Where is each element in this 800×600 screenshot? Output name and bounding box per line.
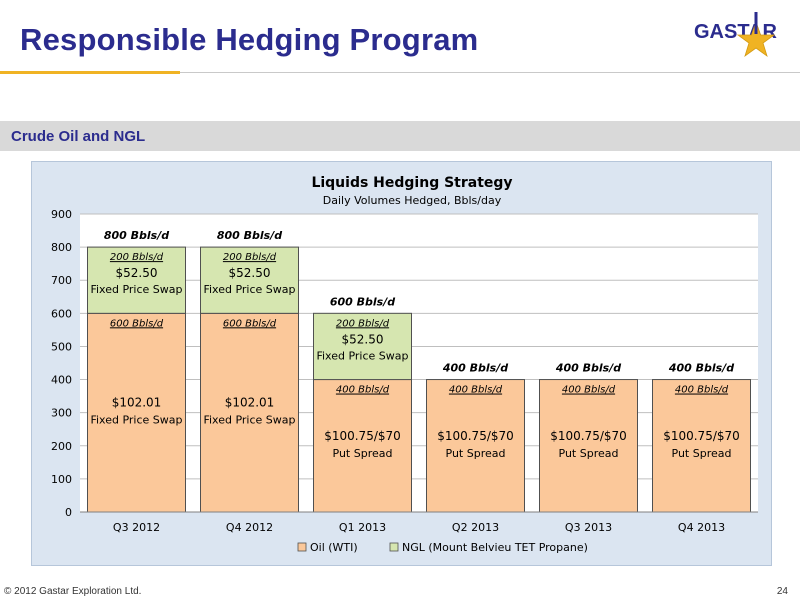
total-volume-label: 400 Bbls/d bbox=[442, 362, 508, 375]
oil-type-label: Put Spread bbox=[333, 447, 393, 460]
ngl-price-label: $52.50 bbox=[342, 332, 384, 346]
y-tick-label: 700 bbox=[51, 274, 72, 287]
chart-title: Liquids Hedging Strategy bbox=[311, 175, 512, 191]
title-divider-rule bbox=[180, 72, 800, 73]
liquids-hedging-chart: Liquids Hedging Strategy Daily Volumes He… bbox=[51, 175, 758, 554]
oil-volume-label: 400 Bbls/d bbox=[336, 385, 390, 396]
oil-volume-label: 600 Bbls/d bbox=[110, 318, 164, 329]
bar-oil-segment bbox=[87, 312, 186, 513]
oil-volume-label: 600 Bbls/d bbox=[223, 318, 277, 329]
bar-oil-segment bbox=[200, 312, 299, 513]
oil-price-label: $100.75/$70 bbox=[663, 429, 740, 443]
copyright-notice: © 2012 Gastar Exploration Ltd. bbox=[4, 586, 142, 597]
oil-type-label: Put Spread bbox=[559, 447, 619, 460]
x-tick-label: Q2 2013 bbox=[452, 521, 499, 534]
y-tick-label: 0 bbox=[65, 506, 72, 519]
y-tick-label: 300 bbox=[51, 407, 72, 420]
x-tick-label: Q1 2013 bbox=[339, 521, 386, 534]
bar-oil-segment bbox=[652, 379, 751, 513]
bar-oil-segment bbox=[539, 379, 638, 513]
logo-star-icon bbox=[736, 20, 776, 58]
ngl-type-label: Fixed Price Swap bbox=[316, 349, 408, 362]
ngl-type-label: Fixed Price Swap bbox=[203, 283, 295, 296]
total-volume-label: 400 Bbls/d bbox=[555, 362, 621, 375]
total-volume-label: 600 Bbls/d bbox=[330, 295, 395, 308]
oil-volume-label: 400 Bbls/d bbox=[675, 385, 729, 396]
oil-volume-label: 400 Bbls/d bbox=[449, 385, 503, 396]
x-tick-label: Q4 2012 bbox=[226, 521, 273, 534]
oil-volume-label: 400 Bbls/d bbox=[562, 385, 616, 396]
legend-swatch-oil bbox=[297, 542, 307, 552]
bar-oil-segment bbox=[426, 379, 525, 513]
total-volume-label: 800 Bbls/d bbox=[217, 229, 282, 242]
oil-price-label: $102.01 bbox=[112, 396, 162, 410]
ngl-type-label: Fixed Price Swap bbox=[90, 283, 182, 296]
y-tick-label: 200 bbox=[51, 440, 72, 453]
logo-derrick-icon bbox=[754, 12, 758, 34]
bar-oil-segment bbox=[313, 379, 412, 513]
section-label: Crude Oil and NGL bbox=[11, 128, 146, 145]
bar-ngl-segment bbox=[200, 246, 299, 314]
total-volume-label: 800 Bbls/d bbox=[104, 229, 169, 242]
x-tick-label: Q3 2012 bbox=[113, 521, 160, 534]
y-tick-label: 600 bbox=[51, 307, 72, 320]
y-tick-label: 800 bbox=[51, 241, 72, 254]
y-tick-label: 500 bbox=[51, 340, 72, 353]
chart-panel: Liquids Hedging Strategy Daily Volumes He… bbox=[31, 161, 772, 566]
legend-label-oil: Oil (WTI) bbox=[310, 541, 358, 554]
oil-type-label: Put Spread bbox=[446, 447, 506, 460]
oil-type-label: Put Spread bbox=[672, 447, 732, 460]
bar-ngl-segment bbox=[87, 246, 186, 314]
oil-price-label: $100.75/$70 bbox=[324, 429, 401, 443]
ngl-volume-label: 200 Bbls/d bbox=[336, 318, 390, 329]
plot-area bbox=[80, 214, 758, 512]
title-accent-rule bbox=[0, 71, 180, 74]
ngl-volume-label: 200 Bbls/d bbox=[223, 252, 277, 263]
x-tick-label: Q3 2013 bbox=[565, 521, 612, 534]
gastar-logo: GASTAR bbox=[694, 12, 778, 58]
chart-subtitle: Daily Volumes Hedged, Bbls/day bbox=[323, 194, 502, 207]
section-header-bar: Crude Oil and NGL bbox=[0, 121, 800, 151]
ngl-volume-label: 200 Bbls/d bbox=[110, 252, 164, 263]
ngl-price-label: $52.50 bbox=[229, 266, 271, 280]
oil-type-label: Fixed Price Swap bbox=[203, 414, 295, 427]
oil-price-label: $100.75/$70 bbox=[550, 429, 627, 443]
oil-type-label: Fixed Price Swap bbox=[90, 414, 182, 427]
y-tick-label: 100 bbox=[51, 473, 72, 486]
y-tick-label: 900 bbox=[51, 208, 72, 221]
ngl-price-label: $52.50 bbox=[116, 266, 158, 280]
y-tick-label: 400 bbox=[51, 374, 72, 387]
oil-price-label: $100.75/$70 bbox=[437, 429, 514, 443]
bar-ngl-segment bbox=[313, 312, 412, 381]
oil-price-label: $102.01 bbox=[225, 396, 275, 410]
legend-label-ngl: NGL (Mount Belvieu TET Propane) bbox=[402, 541, 588, 554]
x-tick-label: Q4 2013 bbox=[678, 521, 725, 534]
legend-swatch-ngl bbox=[389, 542, 399, 552]
page-number: 24 bbox=[776, 586, 788, 597]
slide-title: Responsible Hedging Program bbox=[20, 22, 479, 57]
total-volume-label: 400 Bbls/d bbox=[668, 362, 734, 375]
